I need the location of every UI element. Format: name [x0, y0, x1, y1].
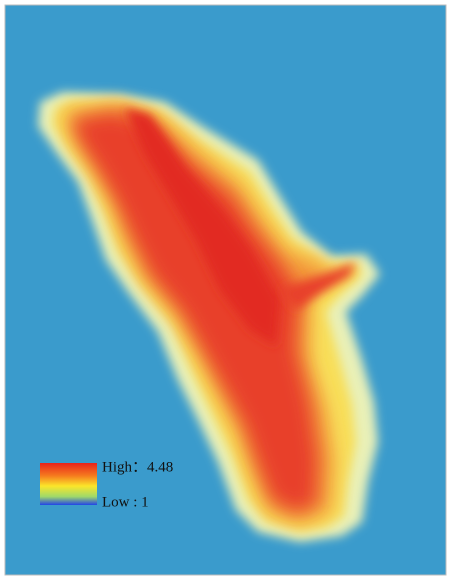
legend-low-label: Low : 1	[102, 494, 149, 510]
legend-color-ramp	[40, 463, 97, 505]
map: High：4.48 Low : 1	[0, 0, 451, 580]
legend-high-label: High：4.48	[102, 459, 173, 475]
page: High：4.48 Low : 1 (() => { const data = …	[0, 0, 451, 580]
